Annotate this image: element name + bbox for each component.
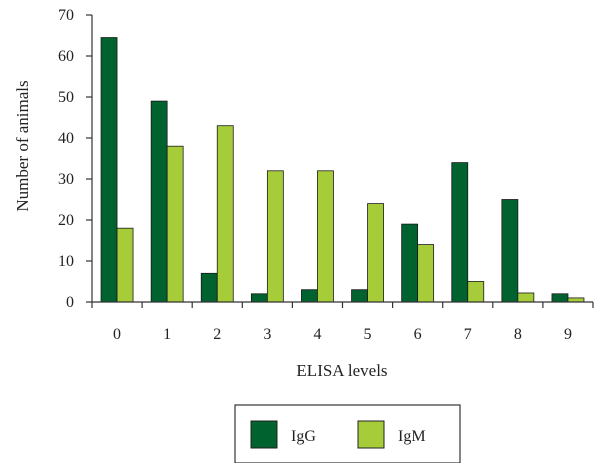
bar-igg-3 — [250, 293, 268, 303]
bar-igg-2 — [200, 272, 218, 303]
x-tick-label: 3 — [263, 326, 271, 343]
x-tick-label: 0 — [113, 326, 121, 343]
x-tick-label: 1 — [163, 326, 171, 343]
bar-igm-6 — [417, 244, 435, 303]
x-tick-label: 2 — [213, 326, 221, 343]
bar-igm-0 — [116, 227, 134, 303]
bar-igg-5 — [351, 289, 368, 303]
legend-swatch-igg — [250, 420, 278, 449]
legend-label-igm: IgM — [398, 428, 426, 445]
x-ticks-group: 0 1 2 3 4 5 6 7 8 9 — [91, 302, 594, 343]
y-tick-label: 20 — [58, 212, 74, 229]
y-ticks-group: 0 10 20 30 40 50 60 70 — [58, 7, 92, 311]
bars-group — [100, 37, 585, 303]
bar-igg-1 — [150, 100, 168, 303]
y-tick-label: 70 — [58, 7, 74, 24]
y-tick-label: 30 — [58, 171, 74, 188]
x-tick-label: 7 — [464, 326, 472, 343]
legend-label-igg: IgG — [291, 428, 316, 445]
bar-igg-7 — [451, 162, 469, 303]
bar-igm-1 — [166, 145, 184, 303]
bar-igg-0 — [100, 37, 118, 303]
x-axis-title: ELISA levels — [296, 361, 387, 380]
x-tick-label: 8 — [514, 326, 522, 343]
bar-igg-6 — [401, 223, 419, 303]
y-tick-label: 60 — [58, 48, 74, 65]
bar-igm-3 — [266, 170, 284, 303]
bar-igg-4 — [301, 289, 318, 303]
x-tick-label: 9 — [564, 326, 572, 343]
y-tick-label: 0 — [66, 294, 74, 311]
legend: IgG IgM — [234, 404, 461, 463]
bar-igm-8 — [517, 292, 535, 303]
bar-igm-9 — [567, 297, 585, 303]
bar-igg-8 — [501, 199, 519, 303]
bar-igm-7 — [467, 281, 485, 303]
bar-igm-4 — [317, 170, 334, 303]
y-axis-title: Number of animals — [13, 80, 32, 211]
y-tick-label: 40 — [58, 130, 74, 147]
x-tick-label: 4 — [313, 326, 321, 343]
y-tick-label: 50 — [58, 89, 74, 106]
bar-igg-9 — [551, 293, 569, 303]
bar-igm-5 — [367, 203, 384, 303]
bar-igm-2 — [216, 125, 234, 303]
x-tick-label: 6 — [414, 326, 422, 343]
x-tick-label: 5 — [364, 326, 372, 343]
y-tick-label: 10 — [58, 253, 74, 270]
legend-swatch-igm — [357, 420, 385, 449]
